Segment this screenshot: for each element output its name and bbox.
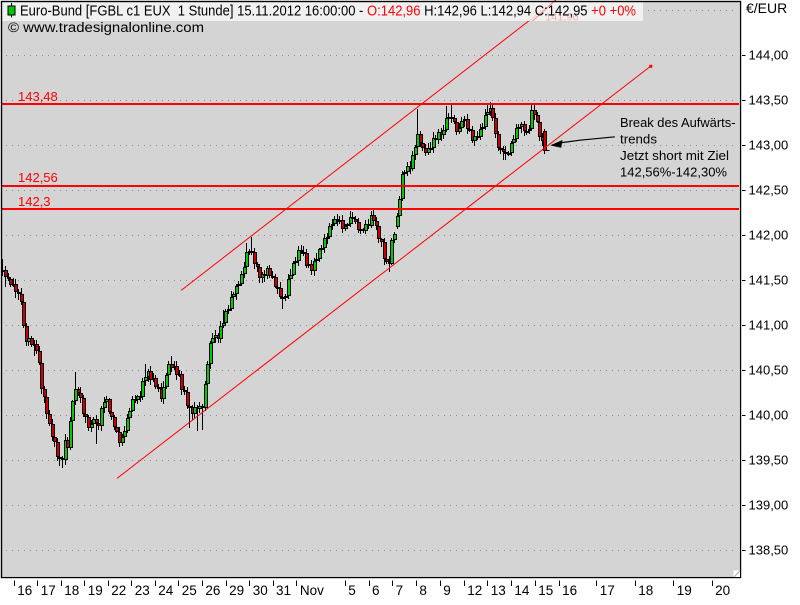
svg-text:142,50: 142,50 bbox=[749, 183, 789, 198]
svg-text:22: 22 bbox=[111, 583, 126, 598]
svg-text:19: 19 bbox=[677, 583, 692, 598]
svg-text:Euro-Bund [FGBL c1 EUX 1 Stun: Euro-Bund [FGBL c1 EUX 1 Stunde] 15.11.2… bbox=[20, 4, 636, 20]
svg-text:139,00: 139,00 bbox=[749, 498, 789, 513]
svg-text:25: 25 bbox=[182, 583, 197, 598]
svg-text:Break des Aufwärts-: Break des Aufwärts- bbox=[620, 115, 736, 130]
svg-text:29: 29 bbox=[229, 583, 244, 598]
svg-text:143,50: 143,50 bbox=[749, 93, 789, 108]
svg-text:142,56%-142,30%: 142,56%-142,30% bbox=[620, 165, 727, 180]
svg-text:140,00: 140,00 bbox=[749, 408, 789, 423]
svg-text:18: 18 bbox=[638, 583, 653, 598]
svg-text:140,50: 140,50 bbox=[749, 363, 789, 378]
svg-text:142,56: 142,56 bbox=[18, 170, 58, 185]
svg-text:7: 7 bbox=[396, 583, 404, 598]
svg-text:141,00: 141,00 bbox=[749, 318, 789, 333]
svg-text:14: 14 bbox=[514, 583, 530, 598]
svg-text:20: 20 bbox=[715, 583, 730, 598]
svg-text:26: 26 bbox=[205, 583, 220, 598]
svg-text:143,48: 143,48 bbox=[18, 89, 58, 104]
svg-text:141,50: 141,50 bbox=[749, 273, 789, 288]
svg-text:8: 8 bbox=[419, 583, 427, 598]
svg-text:6: 6 bbox=[372, 583, 380, 598]
svg-text:© www.tradesignalonline.com: © www.tradesignalonline.com bbox=[8, 20, 204, 35]
svg-text:30: 30 bbox=[253, 583, 268, 598]
svg-text:16: 16 bbox=[17, 583, 32, 598]
svg-text:5: 5 bbox=[348, 583, 356, 598]
svg-text:142,3: 142,3 bbox=[18, 194, 51, 209]
svg-text:9: 9 bbox=[443, 583, 451, 598]
svg-text:15: 15 bbox=[538, 583, 553, 598]
svg-text:19: 19 bbox=[88, 583, 103, 598]
svg-text:17: 17 bbox=[41, 583, 56, 598]
svg-text:Nov: Nov bbox=[300, 583, 324, 598]
svg-text:Jetzt short mit Ziel: Jetzt short mit Ziel bbox=[620, 148, 729, 163]
svg-text:12: 12 bbox=[467, 583, 482, 598]
svg-text:144,00: 144,00 bbox=[749, 48, 789, 63]
svg-text:16: 16 bbox=[562, 583, 577, 598]
svg-text:141,96: 141,96 bbox=[545, 12, 579, 24]
svg-text:23: 23 bbox=[135, 583, 150, 598]
svg-text:31: 31 bbox=[276, 583, 291, 598]
svg-text:18: 18 bbox=[64, 583, 79, 598]
svg-text:138,50: 138,50 bbox=[749, 543, 789, 558]
svg-text:€/EUR: €/EUR bbox=[746, 0, 787, 16]
svg-text:trends: trends bbox=[620, 132, 658, 147]
svg-text:13: 13 bbox=[491, 583, 506, 598]
svg-text:139,50: 139,50 bbox=[749, 453, 789, 468]
svg-text:143,00: 143,00 bbox=[749, 138, 789, 153]
svg-text:17: 17 bbox=[600, 583, 615, 598]
svg-text:24: 24 bbox=[158, 583, 174, 598]
svg-text:142,00: 142,00 bbox=[749, 228, 789, 243]
